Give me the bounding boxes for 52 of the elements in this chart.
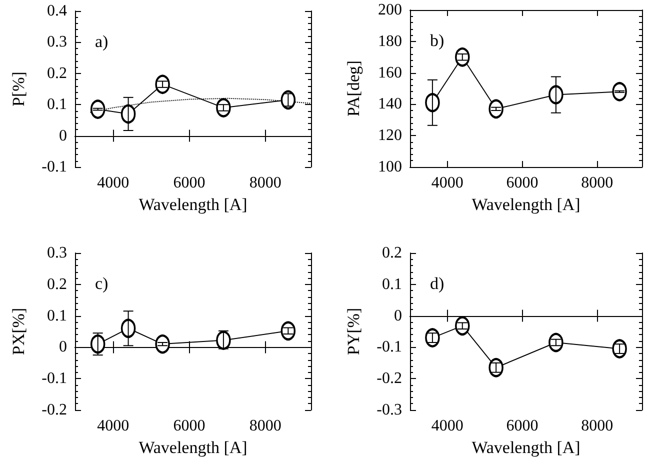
- x-tick-label: 6000: [506, 418, 538, 434]
- y-tick-label: -0.1: [42, 158, 67, 176]
- x-tick-label: 6000: [173, 418, 206, 434]
- y-tick-label: 0: [59, 127, 67, 144]
- y-tick-label: 0.3: [47, 244, 67, 262]
- point: [548, 85, 564, 104]
- x-tick-label: 4000: [97, 418, 130, 434]
- x-axis-title: Wavelength [A]: [472, 194, 580, 214]
- y-tick-label: 0.4: [47, 2, 67, 20]
- x-axis-title: Wavelength [A]: [138, 194, 248, 214]
- y-tick-label: 0.1: [382, 276, 402, 293]
- y-tick-label: 0.2: [382, 244, 402, 262]
- y-tick-label: 0.1: [47, 307, 67, 324]
- y-tick-label: 160: [378, 64, 402, 82]
- x-tick-label: 4000: [97, 174, 130, 192]
- point: [120, 318, 136, 338]
- y-tick-label: -0.1: [376, 338, 402, 356]
- x-tick-label: 4000: [431, 174, 464, 192]
- y-tick-label: 0.2: [47, 276, 67, 293]
- y-tick-label: -0.2: [42, 402, 67, 418]
- y-tick-label: -0.1: [42, 370, 67, 388]
- y-tick-label: 180: [378, 32, 402, 50]
- y-tick-label: 200: [378, 2, 402, 18]
- x-tick-label: 8000: [249, 174, 282, 192]
- x-tick-label: 8000: [581, 174, 614, 192]
- x-tick-label: 6000: [506, 174, 538, 192]
- annotation: a): [95, 32, 108, 51]
- annotation: d): [430, 274, 444, 293]
- y-tick-label: -0.2: [376, 370, 402, 388]
- y-tick-label: 140: [378, 96, 402, 113]
- x-tick-label: 6000: [173, 174, 206, 192]
- x-tick-label: 8000: [249, 418, 282, 434]
- point: [120, 104, 136, 124]
- y-tick-label: 100: [378, 158, 402, 176]
- point: [424, 93, 440, 112]
- x-tick-label: 8000: [581, 418, 614, 434]
- x-tick-label: 4000: [431, 418, 464, 434]
- y-tick-label: 0.1: [47, 96, 67, 114]
- y-tick-label: 0.2: [47, 64, 67, 82]
- y-tick-label: -0.3: [376, 402, 402, 418]
- y-tick-label: 0: [394, 307, 402, 324]
- y-axis-title: PA[deg]: [344, 60, 363, 117]
- x-axis-title: Wavelength [A]: [472, 438, 580, 457]
- annotation: c): [95, 274, 108, 293]
- y-tick-label: 0: [59, 338, 67, 356]
- y-axis-title: PY[%]: [344, 308, 363, 356]
- x-axis-title: Wavelength [A]: [138, 438, 248, 457]
- y-tick-label: 0.3: [47, 34, 67, 51]
- y-axis-title: PX[%]: [9, 308, 28, 356]
- annotation: b): [430, 31, 444, 50]
- y-axis-title: P[%]: [9, 72, 28, 106]
- y-tick-label: 120: [378, 127, 402, 144]
